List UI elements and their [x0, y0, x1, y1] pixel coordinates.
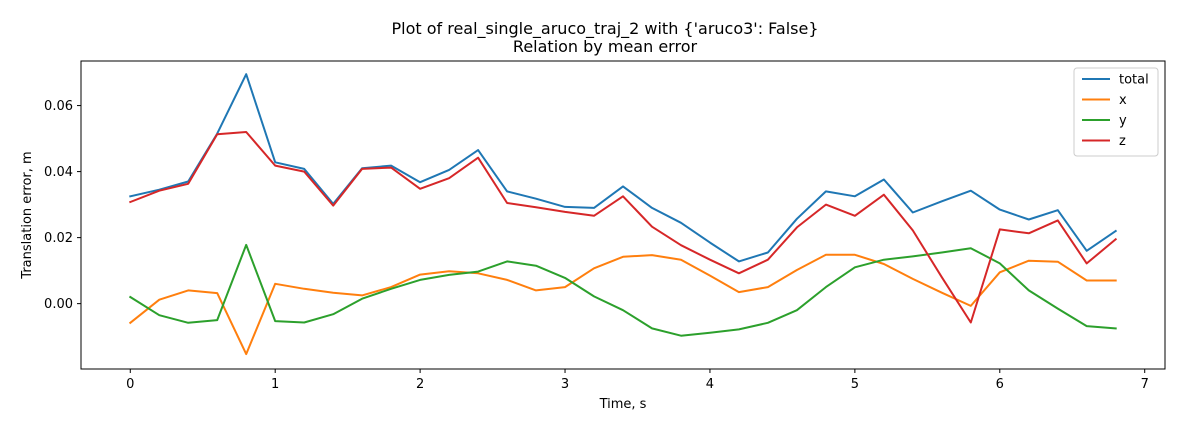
legend-label-total: total — [1119, 73, 1149, 88]
x-axis-label: Time, s — [599, 397, 647, 412]
y-tick-label: 0.04 — [44, 165, 73, 180]
y-tick-label: 0.06 — [44, 99, 73, 114]
series-line-z — [129, 131, 1118, 324]
x-tick-label: 0 — [126, 377, 134, 392]
series-line-total — [129, 73, 1118, 263]
y-tick-label: 0.02 — [44, 231, 73, 246]
legend-label-y: y — [1119, 114, 1127, 129]
x-tick-label: 4 — [706, 377, 714, 392]
plot-frame — [80, 60, 1166, 370]
legend-label-z: z — [1119, 134, 1126, 149]
chart-title: Plot of real_single_aruco_traj_2 with {'… — [391, 19, 818, 39]
legend: total xyz — [1073, 67, 1159, 157]
x-tick-label: 1 — [271, 377, 279, 392]
series-layer — [128, 73, 1118, 356]
series-line-y — [128, 243, 1117, 337]
x-tick-label: 7 — [1141, 377, 1149, 392]
x-tick-label: 3 — [561, 377, 569, 392]
axes-layer: 0 1 2 3 4 5 6 7 0.00 0.02 0.04 0.06 — [44, 60, 1166, 392]
x-tick-label: 5 — [851, 377, 859, 392]
legend-box — [1073, 67, 1159, 157]
y-tick-label: 0.00 — [44, 297, 73, 312]
y-axis-label: Translation error, m — [20, 151, 35, 279]
legend-label-x: x — [1119, 93, 1127, 108]
series-line-x — [128, 253, 1117, 356]
chart-subtitle: Relation by mean error — [513, 37, 698, 56]
x-tick-label: 2 — [416, 377, 424, 392]
x-tick-label: 6 — [996, 377, 1004, 392]
